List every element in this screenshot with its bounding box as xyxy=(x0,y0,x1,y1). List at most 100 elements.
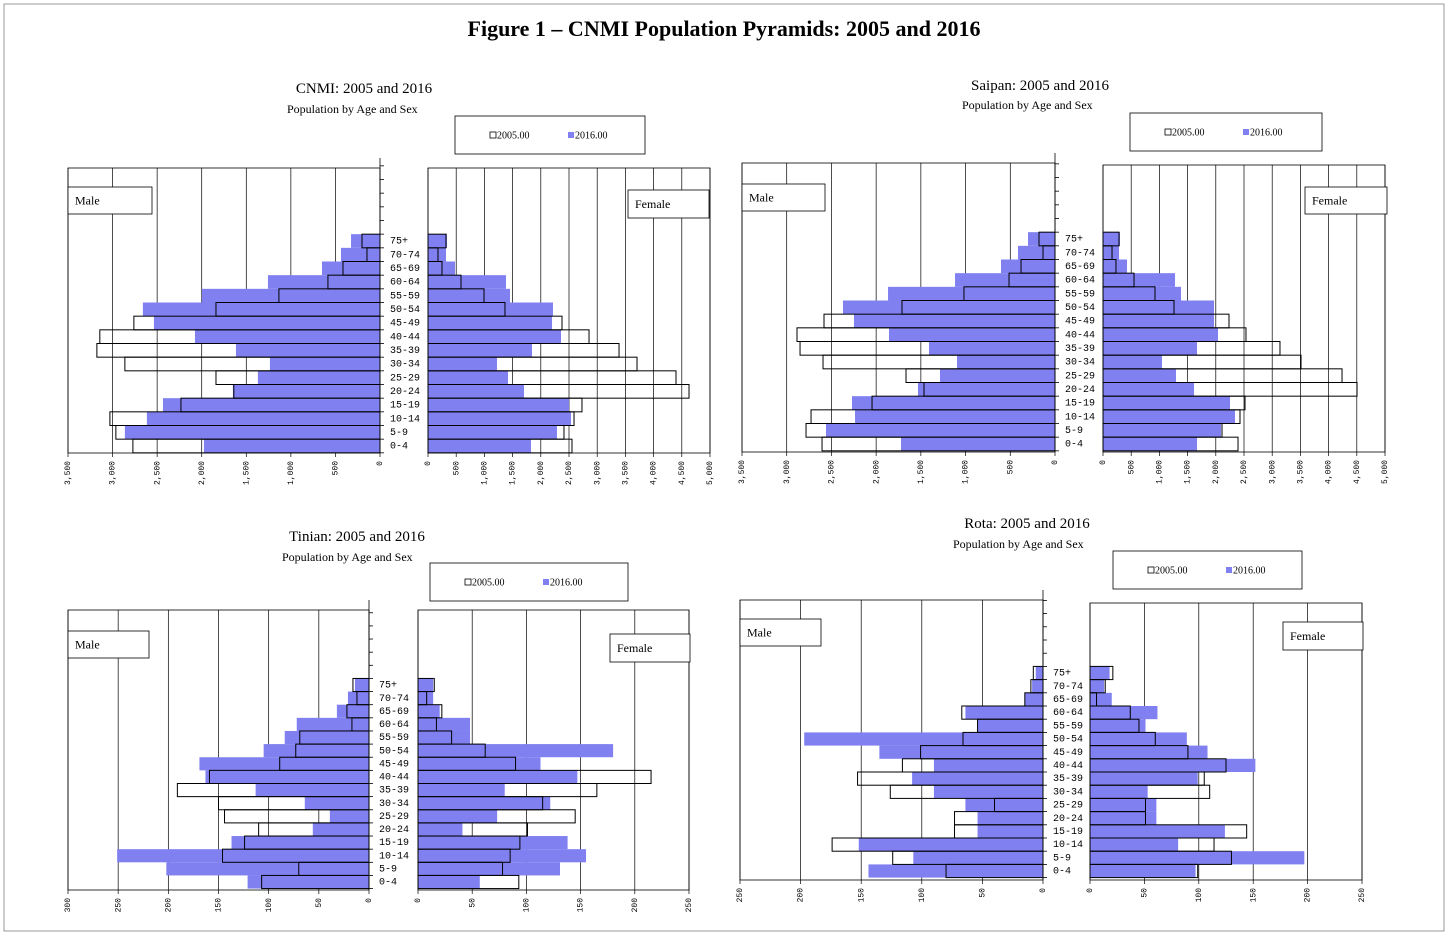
side-label: Female xyxy=(1290,629,1325,643)
bar xyxy=(418,717,471,731)
bar xyxy=(418,770,578,784)
x-tick-label: 0 xyxy=(414,898,423,903)
side-label: Female xyxy=(617,641,652,655)
category-label: 25-29 xyxy=(390,373,420,384)
category-label: 25-29 xyxy=(1065,371,1095,382)
bar xyxy=(418,849,587,863)
bar xyxy=(418,757,541,771)
category-label: 30-34 xyxy=(379,799,409,810)
x-tick-label: 1,000 xyxy=(962,460,971,484)
category-label: 55-59 xyxy=(379,733,409,744)
bar xyxy=(1103,314,1214,328)
chart-subtitle: Population by Age and Sex xyxy=(282,550,413,564)
bar xyxy=(347,691,369,705)
category-label: 0-4 xyxy=(379,878,397,889)
bar xyxy=(428,357,497,371)
category-label: 35-39 xyxy=(1065,344,1095,355)
category-label: 20-24 xyxy=(1065,385,1095,396)
x-tick-label: 5,000 xyxy=(1381,460,1390,484)
x-tick-label: 100 xyxy=(1195,888,1204,903)
legend-swatch xyxy=(1147,566,1155,574)
category-label: 10-14 xyxy=(1065,412,1095,423)
legend xyxy=(1129,112,1323,152)
bar xyxy=(1027,232,1055,246)
category-label: 65-69 xyxy=(379,707,409,718)
figure-title: Figure 1 – CNMI Population Pyramids: 200… xyxy=(468,16,981,41)
bar xyxy=(201,288,380,303)
bar xyxy=(117,849,369,863)
bar xyxy=(1090,864,1196,878)
bar xyxy=(933,758,1043,772)
bar xyxy=(1103,382,1195,397)
bar xyxy=(418,744,614,758)
bar xyxy=(1090,785,1148,799)
x-tick-label: 200 xyxy=(164,898,173,913)
bar xyxy=(1090,851,1305,865)
x-tick-label: 3,500 xyxy=(1297,460,1306,484)
bar xyxy=(1103,409,1235,424)
x-tick-label: 250 xyxy=(736,888,745,903)
bar xyxy=(1103,341,1198,356)
category-label: 50-54 xyxy=(1065,303,1095,314)
x-tick-label: 3,500 xyxy=(738,460,747,484)
x-tick-label: 1,500 xyxy=(917,460,926,484)
bar xyxy=(855,409,1055,424)
label-box xyxy=(739,618,822,647)
bar xyxy=(1103,423,1221,438)
bar xyxy=(235,343,380,358)
bar xyxy=(418,783,505,797)
legend-swatch xyxy=(568,132,574,138)
x-tick-label: 500 xyxy=(1006,460,1015,475)
x-tick-label: 500 xyxy=(452,461,461,476)
chart-title: Saipan: 2005 and 2016 xyxy=(971,78,1109,94)
label-box xyxy=(1282,621,1364,651)
category-label: 20-24 xyxy=(390,387,420,398)
bar xyxy=(851,396,1055,410)
x-tick-label: 300 xyxy=(64,898,73,913)
x-tick-label: 0 xyxy=(1086,888,1095,893)
legend-label: 2005.00 xyxy=(1172,128,1205,139)
category-label: 15-19 xyxy=(1065,399,1095,410)
x-tick-label: 2,500 xyxy=(153,461,162,485)
legend-label: 2016.00 xyxy=(550,578,583,589)
category-label: 65-69 xyxy=(390,264,420,275)
category-label: 40-44 xyxy=(1065,330,1095,341)
x-tick-label: 2,500 xyxy=(828,460,837,484)
category-label: 5-9 xyxy=(390,428,408,439)
x-tick-label: 50 xyxy=(979,888,988,898)
bar xyxy=(418,862,561,876)
bar xyxy=(354,678,369,692)
x-tick-label: 50 xyxy=(468,898,477,908)
legend-label: 2016.00 xyxy=(575,131,608,142)
bar xyxy=(1103,396,1231,410)
x-tick-label: 3,000 xyxy=(783,460,792,484)
legend-swatch xyxy=(489,131,497,139)
category-label: 50-54 xyxy=(1053,735,1083,746)
legend-label: 2016.00 xyxy=(1233,566,1266,577)
category-label: 20-24 xyxy=(379,825,409,836)
bar xyxy=(428,439,531,453)
bar xyxy=(1089,705,1131,720)
bar xyxy=(321,261,380,276)
bar xyxy=(977,811,1043,825)
category-label: 60-64 xyxy=(1053,708,1083,719)
category-label: 45-49 xyxy=(1065,317,1095,328)
x-tick-label: 2,000 xyxy=(1212,460,1221,484)
bar xyxy=(1090,811,1157,825)
x-tick-label: 1,000 xyxy=(1156,460,1165,484)
bar xyxy=(1103,273,1176,287)
category-label: 35-39 xyxy=(1053,774,1083,785)
category-label: 75+ xyxy=(379,681,397,692)
bar xyxy=(428,398,569,412)
x-tick-label: 250 xyxy=(114,898,123,913)
bar xyxy=(1090,745,1208,759)
x-tick-label: 100 xyxy=(265,898,274,913)
bar xyxy=(1090,719,1146,733)
side-label: Male xyxy=(75,638,100,652)
bar xyxy=(858,838,1043,852)
bar xyxy=(428,275,507,289)
x-tick-label: 2,500 xyxy=(565,461,574,485)
bar xyxy=(888,286,1055,301)
bar xyxy=(304,796,369,810)
bar xyxy=(853,314,1055,328)
